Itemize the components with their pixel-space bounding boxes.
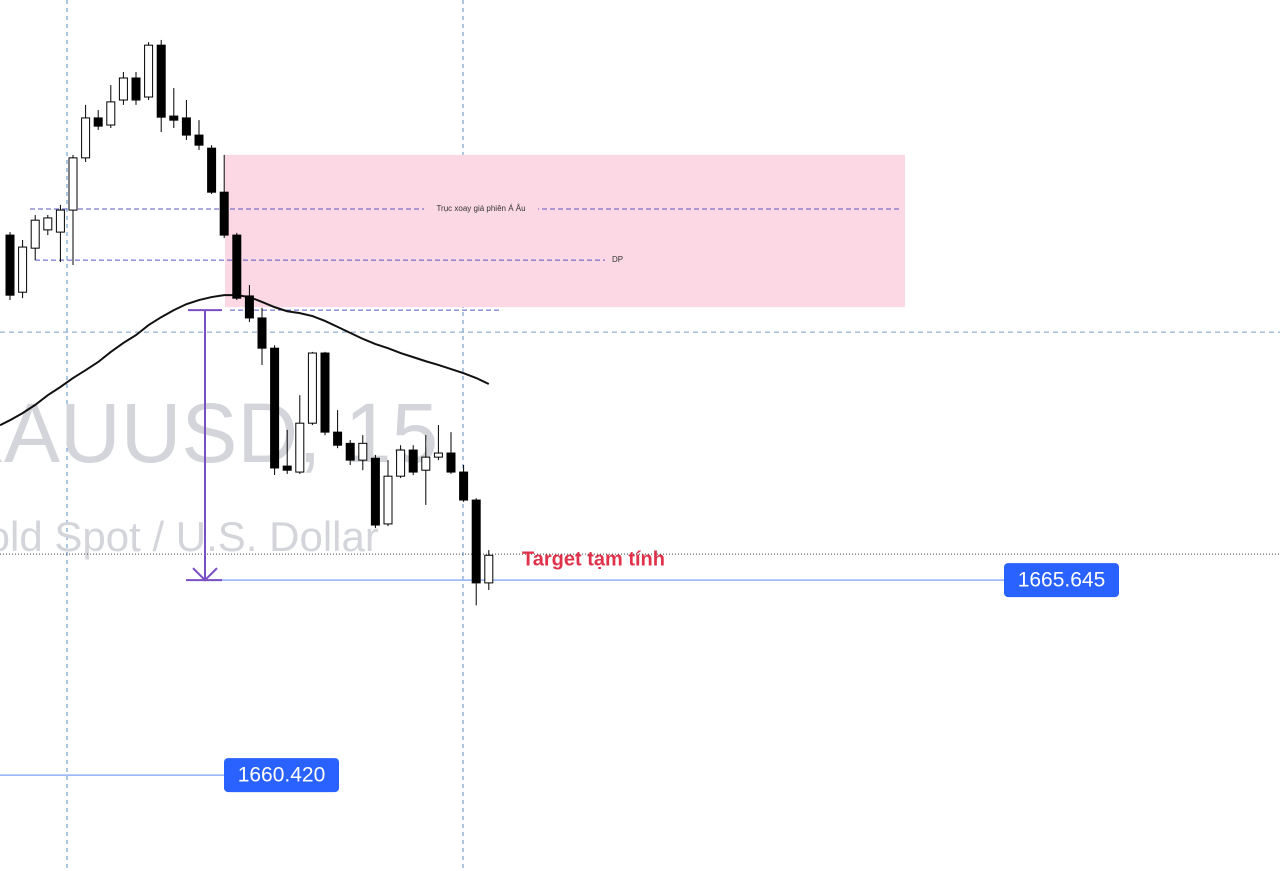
candle-body (421, 456, 431, 471)
pivot-label: Trục xoay giá phiên Á Âu (436, 204, 525, 213)
candle-body (106, 101, 116, 126)
candle-body (370, 457, 380, 526)
candle-body (55, 209, 65, 233)
candle-body (131, 77, 141, 101)
candle-body (81, 117, 91, 159)
candle-body (282, 465, 292, 471)
candle-body (257, 317, 267, 349)
supply-zone (225, 154, 905, 308)
candle-body (295, 422, 305, 473)
label-bg (424, 202, 538, 215)
price-level-label: 1665.645 (1018, 569, 1106, 592)
candle-body (408, 449, 418, 473)
candle-body (244, 295, 254, 319)
candle-body (396, 449, 406, 477)
watermark-subtitle: Gold Spot / U.S. Dollar (0, 513, 379, 560)
candle-body (30, 219, 40, 249)
candle-body (320, 352, 330, 433)
candle-body (307, 352, 317, 424)
candle-body (345, 442, 355, 461)
candle-body (471, 499, 481, 584)
candle-body (181, 117, 191, 136)
candle-body (68, 157, 78, 211)
candle-body (18, 246, 28, 293)
candle-body (333, 431, 343, 446)
candle-body (459, 471, 469, 501)
candle-body (232, 234, 242, 299)
price-level-box (224, 758, 339, 793)
candle-body (207, 147, 217, 193)
candle-body (358, 442, 368, 461)
candle-body (169, 115, 179, 121)
candle-body (93, 117, 103, 127)
candle-body (270, 347, 280, 469)
candle-body (484, 554, 494, 584)
moving-average (0, 294, 490, 427)
candle-body (43, 217, 53, 231)
candle-body (118, 77, 128, 101)
candle-body (5, 234, 15, 296)
candle-body (383, 475, 393, 525)
candle-body (194, 134, 204, 146)
dp-label: DP (612, 255, 623, 264)
candle-body (156, 44, 166, 118)
price-level-label: 1660.420 (238, 764, 326, 787)
candle-body (446, 452, 456, 473)
candle-body (219, 191, 229, 236)
candle-body (144, 44, 154, 98)
price-level-box (1004, 563, 1119, 598)
measure-head (192, 567, 218, 582)
target-label: Target tạm tính (522, 548, 665, 570)
candle-body (433, 452, 443, 458)
watermark: XAUUSD, 15 (0, 386, 438, 480)
